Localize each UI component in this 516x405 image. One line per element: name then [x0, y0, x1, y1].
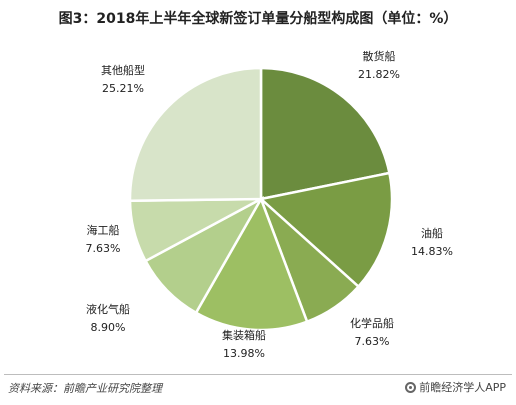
- slice-value-label: 14.83%: [411, 245, 453, 258]
- source-note: 资料来源：前瞻产业研究院整理: [8, 382, 162, 395]
- brand-name: 前瞻经济学人APP: [419, 381, 506, 394]
- slice-label: 散货船: [363, 49, 396, 63]
- pie-slice: [259, 66, 391, 201]
- pie-slice: [194, 196, 309, 332]
- slice-label: 油船: [421, 226, 443, 240]
- footer-divider: [4, 374, 512, 375]
- slice-value-label: 21.82%: [358, 68, 400, 81]
- slice-label: 海工船: [87, 223, 120, 237]
- slice-label: 液化气船: [86, 302, 130, 316]
- pie-slice: [128, 66, 263, 202]
- brand-credit: 前瞻经济学人APP: [405, 379, 506, 395]
- slice-value-label: 8.90%: [91, 321, 126, 334]
- slice-value-label: 7.63%: [86, 242, 121, 255]
- pie-slices: [128, 66, 394, 332]
- slice-value-label: 25.21%: [102, 82, 144, 95]
- slice-labels: 散货船 21.82% 油船 14.83% 化学品船 7.63% 集装箱船 13.98% 液化气船…: [86, 49, 453, 360]
- slice-value-label: 13.98%: [223, 347, 265, 360]
- pie-slice: [258, 171, 394, 289]
- slice-label: 集装箱船: [222, 328, 266, 342]
- chart-title: 图3：2018年上半年全球新签订单量分船型构成图（单位：%）: [58, 11, 458, 27]
- slice-label: 化学品船: [350, 316, 394, 330]
- brand-logo-icon: [405, 381, 417, 393]
- slice-value-label: 7.63%: [355, 335, 390, 348]
- slice-label: 其他船型: [101, 63, 145, 77]
